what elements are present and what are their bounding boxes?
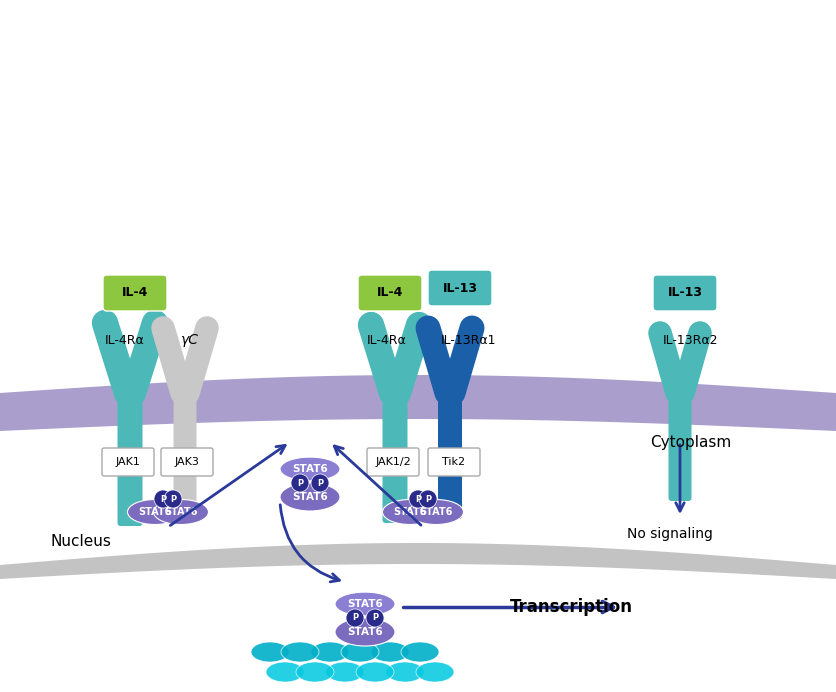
Ellipse shape — [154, 500, 208, 525]
Text: P: P — [425, 495, 431, 504]
Text: STAT6: STAT6 — [347, 599, 383, 609]
Circle shape — [164, 490, 182, 508]
Ellipse shape — [280, 457, 340, 481]
Ellipse shape — [296, 662, 334, 682]
Text: P: P — [372, 614, 378, 623]
Text: IL-4: IL-4 — [377, 286, 403, 300]
FancyBboxPatch shape — [383, 385, 407, 523]
Text: Transcription: Transcription — [510, 598, 633, 616]
Text: P: P — [317, 478, 323, 487]
Text: P: P — [415, 495, 421, 504]
Circle shape — [346, 609, 364, 627]
FancyBboxPatch shape — [102, 448, 154, 476]
Ellipse shape — [409, 500, 463, 525]
Text: γC: γC — [181, 333, 199, 347]
Circle shape — [154, 490, 172, 508]
Ellipse shape — [281, 642, 319, 662]
FancyBboxPatch shape — [118, 385, 142, 526]
Ellipse shape — [371, 642, 409, 662]
Ellipse shape — [401, 642, 439, 662]
FancyBboxPatch shape — [174, 385, 196, 516]
Circle shape — [419, 490, 437, 508]
Circle shape — [366, 609, 384, 627]
Ellipse shape — [383, 500, 437, 525]
FancyBboxPatch shape — [103, 275, 167, 311]
Polygon shape — [0, 543, 836, 579]
Text: STAT6: STAT6 — [292, 464, 328, 474]
Text: IL-4Rα: IL-4Rα — [367, 334, 407, 347]
Text: Cytoplasm: Cytoplasm — [650, 435, 732, 450]
Circle shape — [311, 474, 329, 492]
Text: IL-13: IL-13 — [667, 286, 702, 300]
FancyBboxPatch shape — [367, 448, 419, 476]
Text: Nucleus: Nucleus — [50, 534, 111, 549]
Circle shape — [291, 474, 309, 492]
Text: P: P — [160, 495, 166, 504]
Circle shape — [409, 490, 427, 508]
FancyBboxPatch shape — [161, 448, 213, 476]
Text: P: P — [352, 614, 358, 623]
Text: IL-4Rα: IL-4Rα — [105, 334, 145, 347]
Text: P: P — [297, 478, 303, 487]
Text: IL-13: IL-13 — [442, 282, 477, 295]
Ellipse shape — [266, 662, 304, 682]
FancyBboxPatch shape — [358, 275, 422, 311]
Text: No signaling: No signaling — [627, 527, 713, 541]
Text: STAT6: STAT6 — [347, 627, 383, 637]
Text: STAT6: STAT6 — [138, 507, 171, 517]
Ellipse shape — [311, 642, 349, 662]
Ellipse shape — [386, 662, 424, 682]
FancyBboxPatch shape — [669, 385, 691, 501]
Ellipse shape — [356, 662, 394, 682]
Ellipse shape — [335, 592, 395, 616]
Ellipse shape — [335, 618, 395, 646]
Polygon shape — [0, 375, 836, 431]
Text: JAK1: JAK1 — [115, 457, 140, 467]
Ellipse shape — [341, 642, 379, 662]
Ellipse shape — [251, 642, 289, 662]
Text: Tik2: Tik2 — [442, 457, 466, 467]
Text: STAT6: STAT6 — [420, 507, 452, 517]
Text: IL-4: IL-4 — [122, 286, 148, 300]
Ellipse shape — [326, 662, 364, 682]
Text: JAK3: JAK3 — [175, 457, 200, 467]
Text: IL-13Rα1: IL-13Rα1 — [441, 334, 496, 347]
Text: STAT6: STAT6 — [393, 507, 426, 517]
Ellipse shape — [280, 483, 340, 511]
Ellipse shape — [128, 500, 182, 525]
Ellipse shape — [416, 662, 454, 682]
FancyBboxPatch shape — [653, 275, 717, 311]
Text: IL-13Rα2: IL-13Rα2 — [662, 334, 718, 347]
FancyBboxPatch shape — [428, 448, 480, 476]
FancyArrowPatch shape — [280, 504, 339, 582]
FancyBboxPatch shape — [428, 270, 492, 306]
Text: P: P — [170, 495, 176, 504]
FancyBboxPatch shape — [438, 385, 462, 519]
Text: STAT6: STAT6 — [292, 492, 328, 502]
Text: STAT6: STAT6 — [165, 507, 197, 517]
Text: JAK1/2: JAK1/2 — [375, 457, 410, 467]
